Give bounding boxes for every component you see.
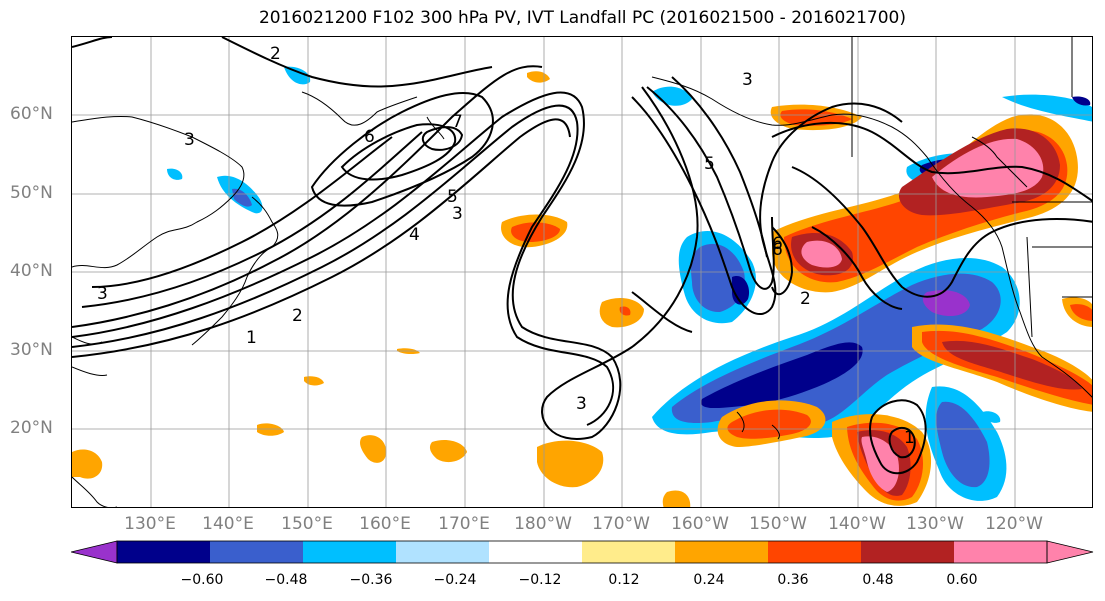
colorbar-segment — [489, 541, 583, 563]
colorbar-outline — [116, 540, 1048, 564]
contour-label: 2 — [800, 289, 811, 309]
pv-contours — [72, 37, 1092, 475]
colorbar-segment — [210, 541, 304, 563]
colorbar-tick: −0.12 — [518, 572, 562, 588]
pv-contour-labels: 2 3 6 7 5 3 4 3 1 2 3 3 5 6 2 6 1 — [97, 44, 915, 448]
lon-label: 170°W — [592, 514, 650, 534]
colorbar-segment — [396, 541, 490, 563]
lon-label: 130°E — [124, 514, 176, 534]
colorbar-segment — [675, 541, 769, 563]
graticule — [72, 37, 1092, 507]
contour-label: 5 — [704, 154, 715, 174]
colorbar-segment — [954, 541, 1048, 563]
contour-label: 6 — [772, 234, 783, 254]
colorbar-segment — [582, 541, 676, 563]
colorbar-tick: −0.24 — [433, 572, 477, 588]
colorbar — [71, 540, 1094, 564]
lat-label: 20°N — [10, 418, 53, 438]
contour-label: 6 — [364, 127, 375, 147]
colorbar-tick: −0.48 — [264, 572, 308, 588]
coastlines — [72, 37, 1092, 507]
lon-label: 120°W — [985, 514, 1043, 534]
lon-label: 160°E — [359, 514, 411, 534]
contour-label: 6 — [772, 240, 783, 260]
colorbar-tick: 0.24 — [693, 572, 725, 588]
colorbar-tick: −0.60 — [180, 572, 224, 588]
colorbar-extend-left — [71, 540, 118, 564]
lon-label: 140°E — [202, 514, 254, 534]
lon-label: 140°W — [828, 514, 886, 534]
contour-label: 7 — [452, 112, 463, 132]
colorbar-tick: 0.48 — [862, 572, 894, 588]
colorbar-tick: 0.36 — [777, 572, 809, 588]
contour-label: 3 — [184, 130, 195, 150]
lat-label: 60°N — [10, 104, 53, 124]
contour-label: 2 — [270, 44, 281, 64]
map-frame: 2 3 6 7 5 3 4 3 1 2 3 3 5 6 2 6 1 — [71, 36, 1093, 508]
map-canvas: 2 3 6 7 5 3 4 3 1 2 3 3 5 6 2 6 1 — [72, 37, 1092, 507]
colorbar-segment — [117, 541, 211, 563]
lon-label: 150°W — [749, 514, 807, 534]
colorbar-segment — [303, 541, 397, 563]
contour-label: 5 — [447, 187, 458, 207]
colorbar-tick: −0.36 — [349, 572, 393, 588]
contour-label: 3 — [742, 70, 753, 90]
contour-label: 3 — [576, 394, 587, 414]
lon-label: 160°W — [671, 514, 729, 534]
colorbar-segment — [861, 541, 955, 563]
contour-label: 3 — [97, 284, 108, 304]
lon-label: 130°W — [906, 514, 964, 534]
colorbar-segment — [768, 541, 862, 563]
map-title: 2016021200 F102 300 hPa PV, IVT Landfall… — [258, 8, 906, 28]
lon-label: 170°E — [438, 514, 490, 534]
colorbar-extend-right — [1046, 540, 1094, 564]
colorbar-tick: 0.12 — [608, 572, 640, 588]
contour-label: 1 — [904, 428, 915, 448]
lon-label: 150°E — [281, 514, 333, 534]
contour-label: 4 — [409, 225, 420, 245]
contour-label: 2 — [292, 306, 303, 326]
lon-label: 180°W — [514, 514, 572, 534]
lat-label: 30°N — [10, 340, 53, 360]
colorbar-tick: 0.60 — [946, 572, 978, 588]
positive-anomaly-shading — [72, 71, 1092, 507]
lat-label: 50°N — [10, 183, 53, 203]
contour-label: 3 — [452, 204, 463, 224]
lat-label: 40°N — [10, 261, 53, 281]
contour-label: 1 — [246, 328, 257, 348]
negative-anomaly-shading — [167, 66, 1092, 501]
